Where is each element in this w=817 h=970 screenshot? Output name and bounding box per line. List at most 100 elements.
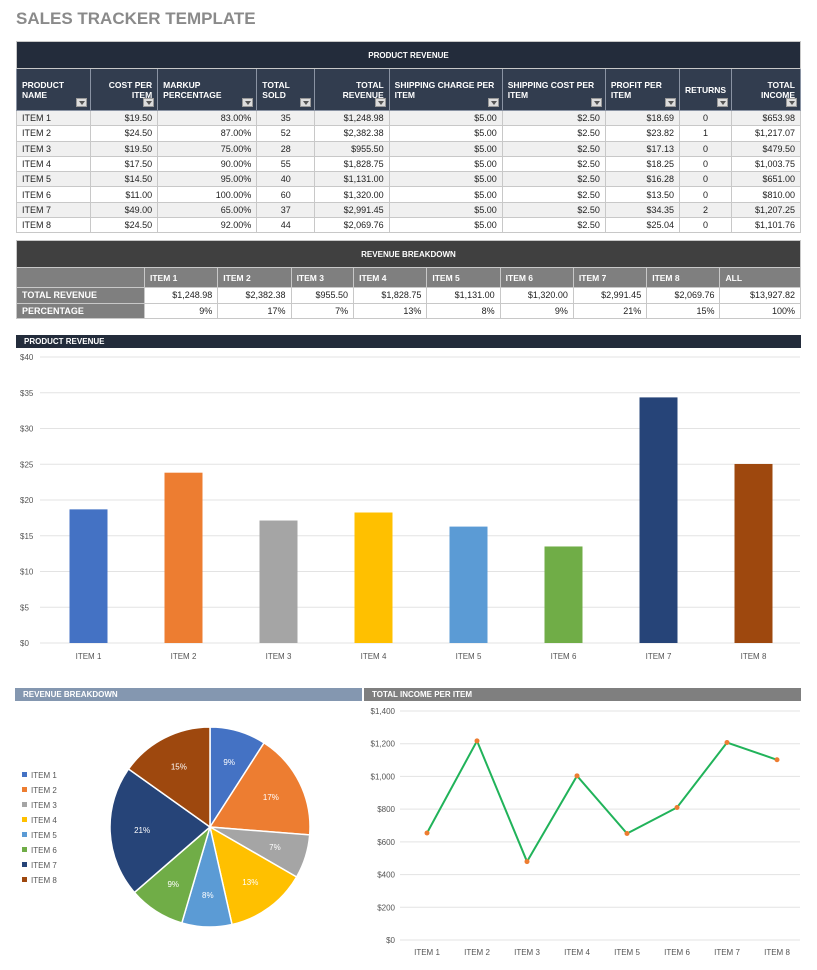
y-tick-label: $40 [20,353,34,362]
table-cell[interactable]: ITEM 1 [16,109,91,127]
table-cell[interactable]: 100% [719,302,801,319]
table-cell[interactable]: $1,131.00 [426,287,501,304]
table-cell[interactable]: 9% [499,302,574,319]
filter-dropdown-icon[interactable] [300,98,312,107]
table-cell[interactable]: $17.13 [604,140,680,157]
table-cell[interactable]: $651.00 [731,171,801,188]
column-header: PROFIT PER ITEM [604,68,680,111]
table-cell[interactable]: $19.50 [89,109,159,127]
table-cell[interactable]: $955.50 [290,287,355,304]
table-cell[interactable]: $2.50 [501,201,606,219]
filter-dropdown-icon[interactable] [75,98,87,107]
y-tick-label: $1,000 [371,772,396,781]
table-cell[interactable]: $1,207.25 [731,201,801,219]
column-header-label: PRODUCT NAME [22,79,65,100]
table-cell[interactable]: $2,069.76 [314,217,390,234]
table-cell[interactable]: 83.00% [157,109,258,127]
table-cell[interactable]: $14.50 [89,171,159,188]
table-cell[interactable]: 13% [353,302,428,319]
y-tick-label: $15 [20,532,34,541]
filter-dropdown-icon[interactable] [374,98,386,107]
bar [639,397,678,643]
legend-label: ITEM 1 [31,771,57,780]
table-cell[interactable]: $2.50 [501,109,606,127]
table-row: ITEM 1 $19.50 83.00% 35 $1,248.98 $5.00 $2.50 $… [16,109,801,127]
filter-dropdown-icon[interactable] [143,98,155,107]
slice-label: 9% [167,880,179,889]
x-tick-label: ITEM 7 [714,948,740,957]
x-tick-label: ITEM 3 [266,652,292,661]
y-tick-label: $25 [20,460,34,469]
pie-chart-title: REVENUE BREAKDOWN [15,688,362,701]
pie-slice [208,741,311,836]
legend-swatch [22,847,27,852]
table-cell[interactable]: 9% [143,302,219,319]
table-cell[interactable]: $810.00 [731,186,801,203]
column-header: SHIPPING CHARGE PER ITEM [388,68,503,111]
table-cell[interactable]: 37 [256,201,316,219]
revenue-breakdown-table: REVENUE BREAKDOWN ITEM 1 ITEM 2 ITEM 3 ITEM… [16,240,801,319]
table-cell[interactable]: $1,101.76 [731,217,801,234]
filter-dropdown-icon[interactable] [664,98,676,107]
table-cell[interactable]: 7% [290,302,355,319]
data-point [574,773,580,779]
table-cell[interactable]: 17% [217,302,292,319]
table-cell[interactable]: $5.00 [388,201,503,219]
table-cell[interactable]: ITEM 3 [16,140,91,157]
filter-dropdown-icon[interactable] [786,98,797,107]
table-cell[interactable]: $5.00 [388,171,503,188]
x-tick-label: ITEM 6 [664,948,690,957]
table-cell[interactable]: 21% [572,302,648,319]
y-tick-label: $1,400 [371,707,396,716]
column-header: TOTAL REVENUE [314,68,390,111]
column-header: ITEM 7 [572,267,648,288]
table-cell[interactable]: 2 [678,201,733,219]
table-cell[interactable]: ITEM 8 [16,217,91,234]
y-tick-label: $200 [377,903,395,912]
x-tick-label: ITEM 6 [551,652,577,661]
table-cell[interactable]: 8% [426,302,501,319]
table-cell[interactable]: 15% [646,302,721,319]
table-cell[interactable]: 95.00% [157,171,258,188]
table-cell[interactable]: 44 [256,217,316,234]
pie-slice [109,767,212,894]
filter-dropdown-icon[interactable] [717,98,729,107]
column-header: TOTAL SOLD [256,68,316,111]
legend-label: ITEM 7 [31,861,57,870]
x-tick-label: ITEM 4 [361,652,387,661]
column-header: ITEM 8 [646,267,721,288]
table-cell[interactable]: PERCENTAGE [16,302,145,319]
x-tick-label: ITEM 5 [614,948,640,957]
table-cell[interactable]: ITEM 5 [16,171,91,188]
table-cell[interactable]: $18.69 [604,109,680,127]
column-header-label: RETURNS [684,84,727,95]
filter-dropdown-icon[interactable] [487,98,499,107]
table-cell[interactable]: 28 [256,140,316,157]
table-cell[interactable]: TOTAL REVENUE [16,287,145,304]
slice-label: 15% [171,763,187,772]
table-cell[interactable]: $479.50 [731,140,801,157]
table-band-title: REVENUE BREAKDOWN [16,240,801,268]
y-tick-label: $400 [377,871,395,880]
y-tick-label: $800 [377,805,395,814]
column-header-label: COST PER ITEM [108,79,153,100]
y-tick-label: $30 [20,425,34,434]
column-header: PRODUCT NAME [16,68,91,111]
slice-label: 21% [134,826,150,835]
x-tick-label: ITEM 8 [741,652,767,661]
table-cell[interactable]: 65.00% [157,201,258,219]
table-cell[interactable]: $24.50 [89,217,159,234]
filter-dropdown-icon[interactable] [590,98,602,107]
y-tick-label: $10 [20,568,34,577]
table-cell[interactable]: $49.00 [89,201,159,219]
table-cell[interactable]: $2,991.45 [314,201,390,219]
table-cell[interactable]: 92.00% [157,217,258,234]
table-cell[interactable]: 0 [678,217,733,234]
slice-label: 13% [242,878,258,887]
table-cell[interactable]: $1,131.00 [314,171,390,188]
filter-dropdown-icon[interactable] [242,98,254,107]
table-cell[interactable]: 0 [678,140,733,157]
pie-slice [208,825,298,926]
table-cell[interactable]: $5.00 [388,217,503,234]
